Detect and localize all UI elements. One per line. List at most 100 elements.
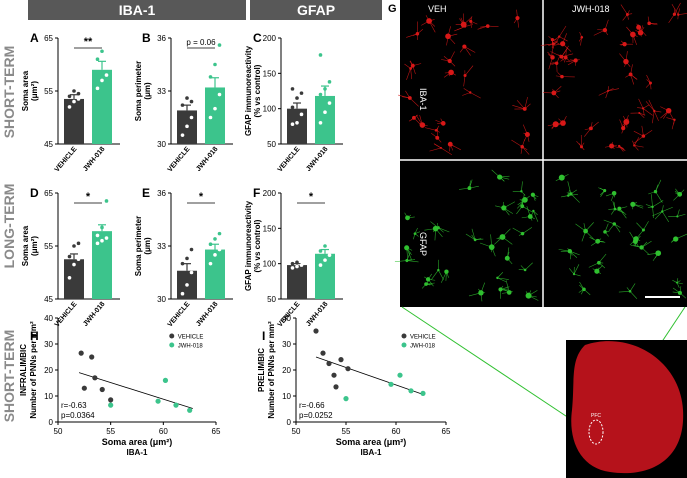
x-tick-label-I-0: 50 bbox=[292, 427, 301, 436]
gfap-jwh-process-8-0 bbox=[614, 223, 621, 228]
gfap-veh-process-13-0 bbox=[517, 199, 526, 206]
iba1-jwh-process-23-3 bbox=[671, 4, 679, 15]
panel-letter-C: C bbox=[253, 31, 262, 45]
connector-left bbox=[401, 306, 591, 433]
legend-swatch-jwh-H bbox=[169, 342, 175, 348]
gfap-jwh-process-16-3 bbox=[618, 291, 631, 293]
data-point-A-1-2 bbox=[104, 73, 109, 77]
gfap-veh-process-24-2 bbox=[497, 277, 509, 280]
iba1-jwh-process-9-4 bbox=[605, 90, 609, 99]
iba1-jwh-process-34-2 bbox=[673, 119, 675, 125]
gfap-veh-process-3-1 bbox=[406, 247, 409, 260]
iba1-veh-process-11-1 bbox=[470, 21, 472, 28]
iba1-veh-process-23-0 bbox=[447, 26, 451, 37]
iba1-veh-process-24-1 bbox=[449, 51, 455, 62]
gfap-veh-process-6-2 bbox=[431, 269, 439, 280]
y-axis-label-C-line2: (% vs control) bbox=[253, 64, 262, 117]
iba1-jwh-process-31-2 bbox=[640, 26, 645, 33]
gfap-veh-process-7-1 bbox=[503, 207, 513, 214]
gfap-veh-process-15-0 bbox=[533, 210, 538, 216]
gfap-jwh-process-26-0 bbox=[567, 248, 572, 252]
gfap-veh-process-29-2 bbox=[528, 290, 532, 296]
iba1-jwh-process-18-0 bbox=[547, 123, 556, 127]
gfap-veh-process-23-1 bbox=[490, 234, 493, 248]
x-axis-label-H: Soma area (μm²) bbox=[102, 437, 173, 447]
data-point-E-0-0 bbox=[180, 291, 185, 296]
gfap-jwh-process-12-2 bbox=[619, 206, 628, 209]
gfap-veh-process-19-2 bbox=[505, 280, 510, 293]
gfap-veh-process-3-3 bbox=[406, 247, 412, 255]
data-point-C-0-1 bbox=[295, 121, 299, 125]
gfap-jwh-process-7-2 bbox=[655, 184, 659, 192]
iba1-jwh-process-33-4 bbox=[604, 145, 612, 148]
y-axis-label-H: Number of PNNs per mm² bbox=[29, 321, 38, 419]
scatter-chart-H: H 0 10 20 30 40 50 55 60 65 Soma area (μm²)IBA-1 IN… bbox=[19, 314, 221, 457]
iba1-jwh-process-24-1 bbox=[562, 33, 567, 44]
gfap-jwh-process-8-1 bbox=[614, 223, 621, 233]
iba1-jwh-process-9-0 bbox=[598, 90, 609, 96]
data-point-C-1-1 bbox=[323, 110, 327, 114]
x-tick-label-B-1: JWH-018 bbox=[195, 146, 219, 173]
gfap-veh-process-1-1 bbox=[432, 228, 436, 233]
y-tick-label-A-2: 65 bbox=[44, 34, 53, 43]
point-jwh-H-1 bbox=[155, 398, 161, 404]
data-point-F-0-2 bbox=[299, 263, 304, 267]
iba1-veh-process-0-1 bbox=[470, 92, 481, 99]
iba1-jwh-process-27-1 bbox=[620, 4, 628, 15]
fit-line-H bbox=[78, 372, 193, 409]
gfap-jwh-process-9-1 bbox=[567, 189, 570, 196]
brain-slice bbox=[571, 341, 684, 474]
gfap-jwh-process-23-1 bbox=[635, 241, 639, 247]
gfap-veh-process-4-2 bbox=[407, 216, 415, 219]
iba1-jwh-process-36-2 bbox=[551, 43, 554, 57]
gfap-jwh-process-2-0 bbox=[643, 221, 649, 231]
point-jwh-I-4 bbox=[420, 390, 426, 396]
gfap-jwh-process-27-2 bbox=[652, 252, 659, 262]
data-point-C-0-0 bbox=[290, 122, 295, 127]
y-axis-label-F-line2: (% vs control) bbox=[253, 219, 262, 272]
data-point-E-1-4 bbox=[213, 237, 217, 241]
iba1-jwh-process-25-1 bbox=[636, 23, 639, 28]
point-vehicle-I-3 bbox=[333, 384, 339, 390]
gfap-jwh-process-19-0 bbox=[632, 202, 638, 205]
gfap-header: GFAP bbox=[297, 2, 335, 18]
gfap-jwh-process-28-1 bbox=[592, 268, 598, 272]
data-point-B-1-4 bbox=[213, 62, 217, 67]
iba1-jwh-process-1-2 bbox=[620, 43, 625, 46]
y-tick-label-C-2: 150 bbox=[263, 69, 277, 78]
y-axis-label-A: Soma area(μm²) bbox=[21, 70, 39, 111]
data-point-D-1-0 bbox=[95, 241, 100, 246]
gfap-veh-process-23-2 bbox=[491, 247, 496, 257]
point-jwh-I-1 bbox=[388, 381, 394, 387]
iba1-jwh-process-39-1 bbox=[634, 145, 644, 148]
gfap-veh-process-9-0 bbox=[414, 233, 419, 237]
gfap-jwh-process-30-3 bbox=[575, 223, 586, 232]
x-tick-label-E-0: VEHICLE bbox=[167, 301, 192, 329]
iba1-jwh-process-27-2 bbox=[627, 14, 629, 20]
y-axis-label-D-line1: Soma area bbox=[21, 225, 30, 266]
data-point-F-0-0 bbox=[290, 266, 295, 270]
gfap-jwh-process-19-1 bbox=[632, 204, 644, 207]
gfap-jwh-process-0-4 bbox=[672, 279, 678, 283]
gfap-jwh-process-0-0 bbox=[676, 282, 680, 288]
bar-chart-D: D 45 55 65 Soma area(μm²) VEHICLE JWH-018 * bbox=[21, 186, 120, 329]
fit-line-I bbox=[315, 356, 425, 396]
iba1-veh-process-14-3 bbox=[405, 90, 411, 99]
gfap-jwh-process-8-3 bbox=[603, 219, 615, 225]
micrograph-panel: G VEH JWH-018 IBA-1 GFAP bbox=[388, 0, 687, 307]
gfap-veh-process-29-4 bbox=[525, 291, 529, 296]
y-axis-label-I: Number of PNNs per mm² bbox=[267, 321, 276, 419]
gfap-jwh-process-3-0 bbox=[598, 262, 606, 269]
gfap-veh-process-16-0 bbox=[465, 233, 476, 241]
gfap-veh-process-20-0 bbox=[469, 185, 479, 189]
y-axis-label-A-line1: Soma area bbox=[21, 70, 30, 111]
gfap-jwh-process-20-0 bbox=[677, 213, 686, 217]
gfap-veh-process-25-2 bbox=[446, 271, 449, 278]
iba1-jwh-process-30-1 bbox=[625, 61, 631, 67]
col-label-veh: VEH bbox=[428, 4, 447, 14]
gfap-jwh-process-22-1 bbox=[641, 247, 650, 255]
data-point-F-1-4 bbox=[323, 244, 327, 248]
x-tick-label-H-0: 50 bbox=[54, 427, 63, 436]
data-point-A-0-1 bbox=[72, 99, 76, 104]
row-label-long-term: LONG-TERM bbox=[1, 184, 17, 269]
